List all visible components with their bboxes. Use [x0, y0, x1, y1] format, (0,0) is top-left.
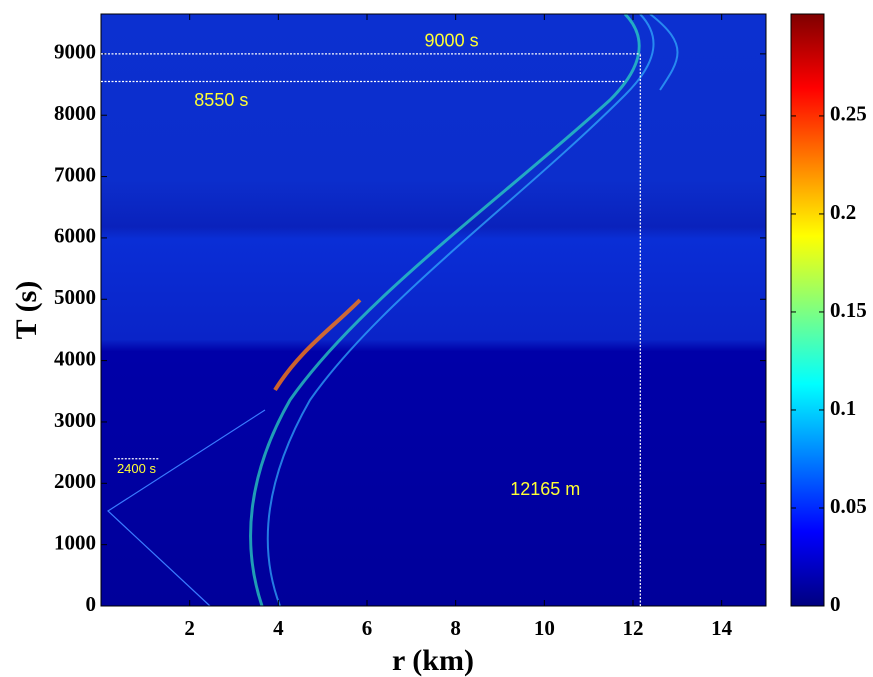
trace	[649, 13, 679, 91]
x-axis-label: r (km)	[392, 644, 474, 677]
trace	[273, 298, 362, 392]
x-tick-label: 2	[184, 616, 195, 640]
x-tick-label: 12	[623, 616, 644, 640]
y-tick-label: 4000	[54, 346, 96, 370]
y-tick-label: 9000	[54, 40, 96, 64]
heatmap-area	[101, 12, 766, 607]
y-tick-label: 6000	[54, 224, 96, 248]
plot-frame	[100, 13, 767, 607]
reference-label: 2400 s	[117, 461, 157, 476]
x-tick-label: 4	[273, 616, 284, 640]
colorbar	[790, 13, 825, 607]
reference-label: 9000 s	[425, 31, 479, 51]
y-tick-label: 7000	[54, 162, 96, 186]
reference-label: 8550 s	[194, 90, 248, 110]
y-tick-label: 2000	[54, 469, 96, 493]
colorbar-tick-label: 0.15	[830, 298, 867, 322]
colorbar-tick-label: 0.2	[830, 200, 856, 224]
heatmap-background	[101, 14, 766, 606]
x-tick-label: 6	[362, 616, 373, 640]
y-tick-label: 1000	[54, 530, 96, 554]
faint-trace	[107, 409, 266, 607]
y-tick-label: 5000	[54, 285, 96, 309]
x-tick-label: 14	[711, 616, 733, 640]
y-axis-label: T (s)	[10, 281, 43, 340]
y-tick-label: 8000	[54, 101, 96, 125]
colorbar-tick-label: 0	[830, 592, 841, 616]
trace	[249, 12, 641, 607]
reference-label: 12165 m	[510, 479, 580, 499]
x-tick-label: 8	[450, 616, 461, 640]
y-tick-label: 0	[86, 592, 97, 616]
colorbar-tick-label: 0.1	[830, 396, 856, 420]
trace	[266, 13, 655, 607]
colorbar-tick-label: 0.05	[830, 494, 867, 518]
colorbar-tick-label: 0.25	[830, 102, 867, 126]
x-tick-label: 10	[534, 616, 555, 640]
y-tick-label: 3000	[54, 408, 96, 432]
